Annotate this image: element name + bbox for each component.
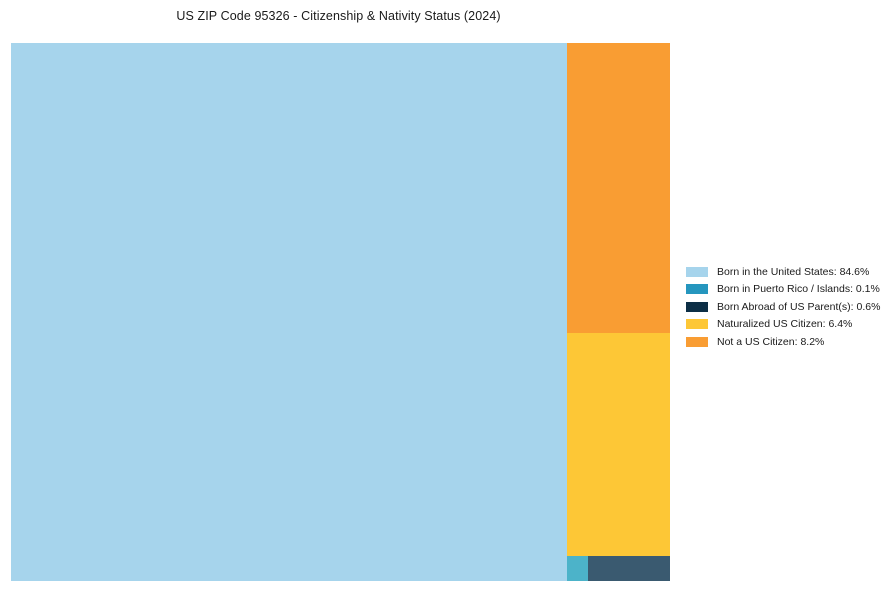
legend-swatch-icon (686, 336, 708, 347)
legend-item-label: Born Abroad of US Parent(s): 0.6% (717, 300, 881, 313)
legend-item-label: Born in Puerto Rico / Islands: 0.1% (717, 283, 880, 295)
treemap-plot-area (11, 43, 670, 581)
legend-item[interactable]: Born Abroad of US Parent(s): 0.6% (686, 299, 882, 314)
chart-legend: Born in the United States: 84.6% Born in… (686, 264, 882, 352)
legend-swatch-icon (686, 319, 708, 329)
treemap-tile[interactable] (588, 555, 670, 581)
legend-swatch-icon (686, 284, 708, 294)
chart-title: US ZIP Code 95326 - Citizenship & Nativi… (176, 9, 501, 23)
legend-item-label: Not a US Citizen: 8.2% (717, 335, 825, 348)
treemap-tile[interactable] (566, 332, 670, 556)
treemap-tile[interactable] (566, 43, 670, 333)
legend-swatch-icon (686, 266, 708, 277)
legend-item-label: Born in the United States: 84.6% (717, 265, 870, 278)
treemap-tile[interactable] (11, 43, 567, 581)
treemap-tile[interactable] (566, 555, 588, 581)
legend-item[interactable]: Naturalized US Citizen: 6.4% (686, 317, 882, 332)
legend-item[interactable]: Born in the United States: 84.6% (686, 264, 882, 279)
legend-item-label: Naturalized US Citizen: 6.4% (717, 318, 853, 330)
legend-item[interactable]: Born in Puerto Rico / Islands: 0.1% (686, 282, 882, 297)
legend-item[interactable]: Not a US Citizen: 8.2% (686, 334, 882, 349)
legend-swatch-icon (686, 301, 708, 312)
